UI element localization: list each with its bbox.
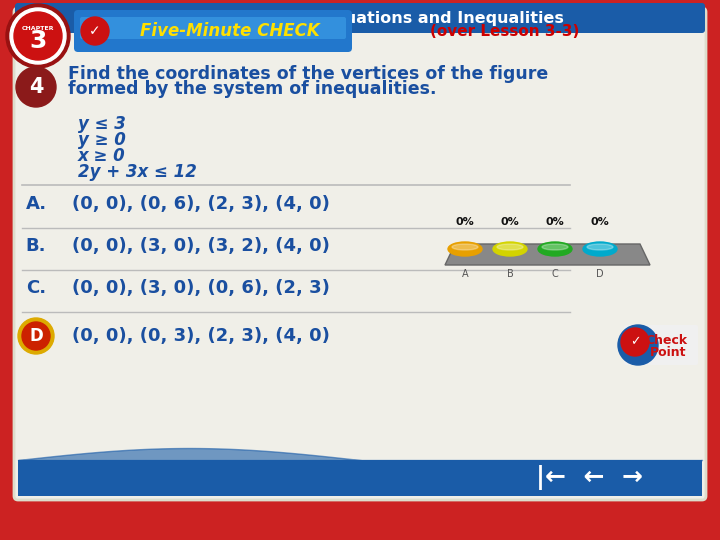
Ellipse shape [493, 242, 527, 256]
FancyBboxPatch shape [624, 325, 698, 365]
Text: 2y + 3x ≤ 12: 2y + 3x ≤ 12 [78, 163, 197, 181]
Text: A.: A. [25, 195, 47, 213]
Ellipse shape [452, 244, 478, 250]
FancyBboxPatch shape [80, 17, 346, 39]
Bar [18, 460, 702, 496]
Polygon shape [445, 244, 650, 265]
Text: ✓: ✓ [630, 335, 640, 348]
Text: (0, 0), (3, 0), (3, 2), (4, 0): (0, 0), (3, 0), (3, 2), (4, 0) [72, 237, 330, 255]
Circle shape [618, 325, 658, 365]
Ellipse shape [538, 242, 572, 256]
Text: |←  ←  →: |← ← → [536, 465, 644, 490]
Circle shape [6, 4, 70, 68]
Circle shape [16, 67, 56, 107]
Ellipse shape [542, 244, 568, 250]
Text: (0, 0), (0, 6), (2, 3), (4, 0): (0, 0), (0, 6), (2, 3), (4, 0) [72, 195, 330, 213]
Text: C.: C. [26, 279, 46, 297]
Text: 4: 4 [29, 77, 43, 97]
FancyBboxPatch shape [74, 10, 352, 52]
Text: (0, 0), (0, 3), (2, 3), (4, 0): (0, 0), (0, 3), (2, 3), (4, 0) [72, 327, 330, 345]
Ellipse shape [587, 244, 613, 250]
Text: Systems of Equations and Inequalities: Systems of Equations and Inequalities [217, 10, 564, 25]
Text: 3: 3 [30, 29, 47, 53]
Circle shape [621, 328, 649, 356]
Text: x ≥ 0: x ≥ 0 [78, 147, 126, 165]
Text: ✓: ✓ [89, 24, 101, 38]
Text: 0%: 0% [456, 217, 474, 227]
Circle shape [14, 12, 62, 60]
Text: y ≥ 0: y ≥ 0 [78, 131, 126, 149]
Text: (0, 0), (3, 0), (0, 6), (2, 3): (0, 0), (3, 0), (0, 6), (2, 3) [72, 279, 330, 297]
Circle shape [10, 8, 66, 64]
Ellipse shape [497, 244, 523, 250]
Text: Find the coordinates of the vertices of the figure: Find the coordinates of the vertices of … [68, 65, 548, 83]
Text: A: A [462, 269, 468, 279]
Text: y ≤ 3: y ≤ 3 [78, 115, 126, 133]
Text: 0%: 0% [590, 217, 609, 227]
Circle shape [18, 318, 54, 354]
Text: Five-Minute CHECK: Five-Minute CHECK [140, 22, 320, 40]
Ellipse shape [583, 242, 617, 256]
Ellipse shape [448, 242, 482, 256]
Text: 0%: 0% [546, 217, 564, 227]
Circle shape [22, 322, 50, 350]
Text: D: D [596, 269, 604, 279]
Text: Point: Point [649, 346, 686, 359]
Circle shape [81, 17, 109, 45]
Text: (over Lesson 3-3): (over Lesson 3-3) [430, 24, 580, 38]
Text: B.: B. [26, 237, 46, 255]
Text: 0%: 0% [500, 217, 519, 227]
Text: C: C [552, 269, 559, 279]
FancyBboxPatch shape [14, 8, 706, 500]
Text: formed by the system of inequalities.: formed by the system of inequalities. [68, 80, 436, 98]
Text: D: D [29, 327, 43, 345]
Text: Check: Check [645, 334, 687, 347]
Text: B: B [507, 269, 513, 279]
FancyBboxPatch shape [15, 3, 705, 33]
Text: CHAPTER: CHAPTER [22, 25, 54, 30]
